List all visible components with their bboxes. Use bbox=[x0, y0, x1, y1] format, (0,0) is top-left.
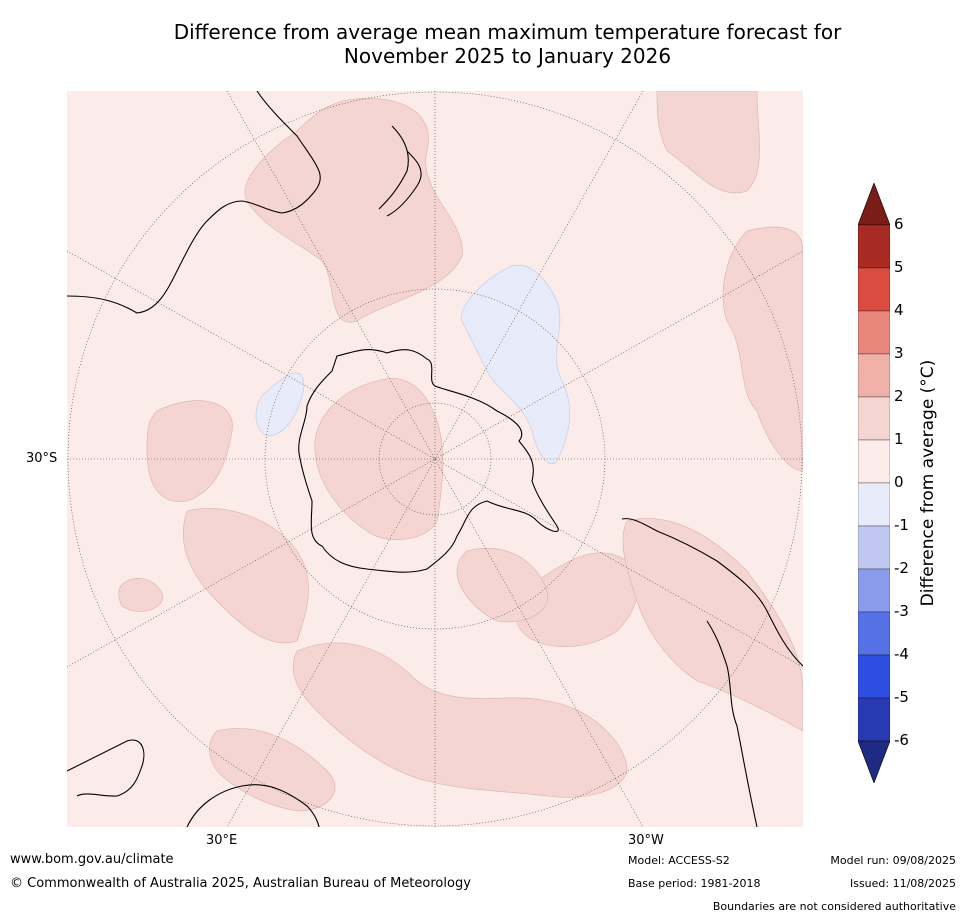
lon-label-30e: 30°E bbox=[206, 833, 238, 848]
footer-copyright: © Commonwealth of Australia 2025, Austra… bbox=[10, 876, 471, 891]
colorbar-tick-label: -3 bbox=[894, 602, 909, 620]
colorbar-tick-label: 3 bbox=[894, 344, 904, 362]
colorbar-tick-label: -2 bbox=[894, 559, 909, 577]
colorbar-segment bbox=[858, 568, 890, 613]
footer-model-run: Model run: 09/08/2025 bbox=[830, 854, 956, 867]
africa-coast bbox=[67, 739, 320, 827]
footer-model: Model: ACCESS-S2 bbox=[628, 854, 730, 867]
footer-disclaimer: Boundaries are not considered authoritat… bbox=[712, 900, 956, 913]
colorbar-segment bbox=[858, 267, 890, 312]
new-zealand-coast bbox=[378, 125, 422, 217]
lat-label-30s: 30°S bbox=[26, 451, 58, 466]
colorbar-segment bbox=[858, 525, 890, 570]
colorbar-tick-label: 1 bbox=[894, 430, 904, 448]
australia-coast bbox=[67, 91, 321, 314]
map-title: Difference from average mean maximum tem… bbox=[0, 20, 965, 68]
lon-label-30w: 30°W bbox=[628, 833, 664, 848]
colorbar-tick-label: -6 bbox=[894, 731, 909, 749]
footer-base-period: Base period: 1981-2018 bbox=[628, 877, 761, 890]
colorbar-segment bbox=[858, 310, 890, 355]
colorbar-segment bbox=[858, 353, 890, 398]
footer-issued: Issued: 11/08/2025 bbox=[849, 877, 956, 890]
colorbar-segment bbox=[858, 224, 890, 269]
colorbar-segment bbox=[858, 697, 890, 742]
colorbar-segment bbox=[858, 611, 890, 656]
coastlines bbox=[67, 91, 803, 827]
graticule bbox=[67, 91, 803, 827]
colorbar-segment bbox=[858, 439, 890, 484]
colorbar-tick-label: 0 bbox=[894, 473, 904, 491]
title-line-1: Difference from average mean maximum tem… bbox=[173, 20, 842, 44]
colorbar-segment bbox=[858, 654, 890, 699]
polar-map bbox=[67, 91, 803, 827]
title-line-2: November 2025 to January 2026 bbox=[343, 44, 672, 68]
colorbar-tick-label: 6 bbox=[894, 215, 904, 233]
colorbar-extend-top bbox=[858, 183, 890, 226]
colorbar-tick-label: -5 bbox=[894, 688, 909, 706]
footer-website[interactable]: www.bom.gov.au/climate bbox=[10, 852, 174, 867]
colorbar-label: Difference from average (°C) bbox=[918, 359, 938, 607]
anomaly-1-2-regions bbox=[118, 91, 803, 812]
colorbar-segment bbox=[858, 482, 890, 527]
colorbar-tick-label: 2 bbox=[894, 387, 904, 405]
colorbar-segment bbox=[858, 396, 890, 441]
antarctica-coast bbox=[298, 349, 559, 573]
map-svg bbox=[67, 91, 803, 827]
colorbar-extend-bottom bbox=[858, 740, 890, 783]
colorbar-tick-label: -1 bbox=[894, 516, 909, 534]
colorbar bbox=[858, 183, 890, 783]
colorbar-tick-label: -4 bbox=[894, 645, 909, 663]
colorbar-tick-label: 5 bbox=[894, 258, 904, 276]
anomaly-negative-regions bbox=[255, 264, 570, 464]
south-america-coast bbox=[621, 518, 803, 827]
colorbar-tick-label: 4 bbox=[894, 301, 904, 319]
